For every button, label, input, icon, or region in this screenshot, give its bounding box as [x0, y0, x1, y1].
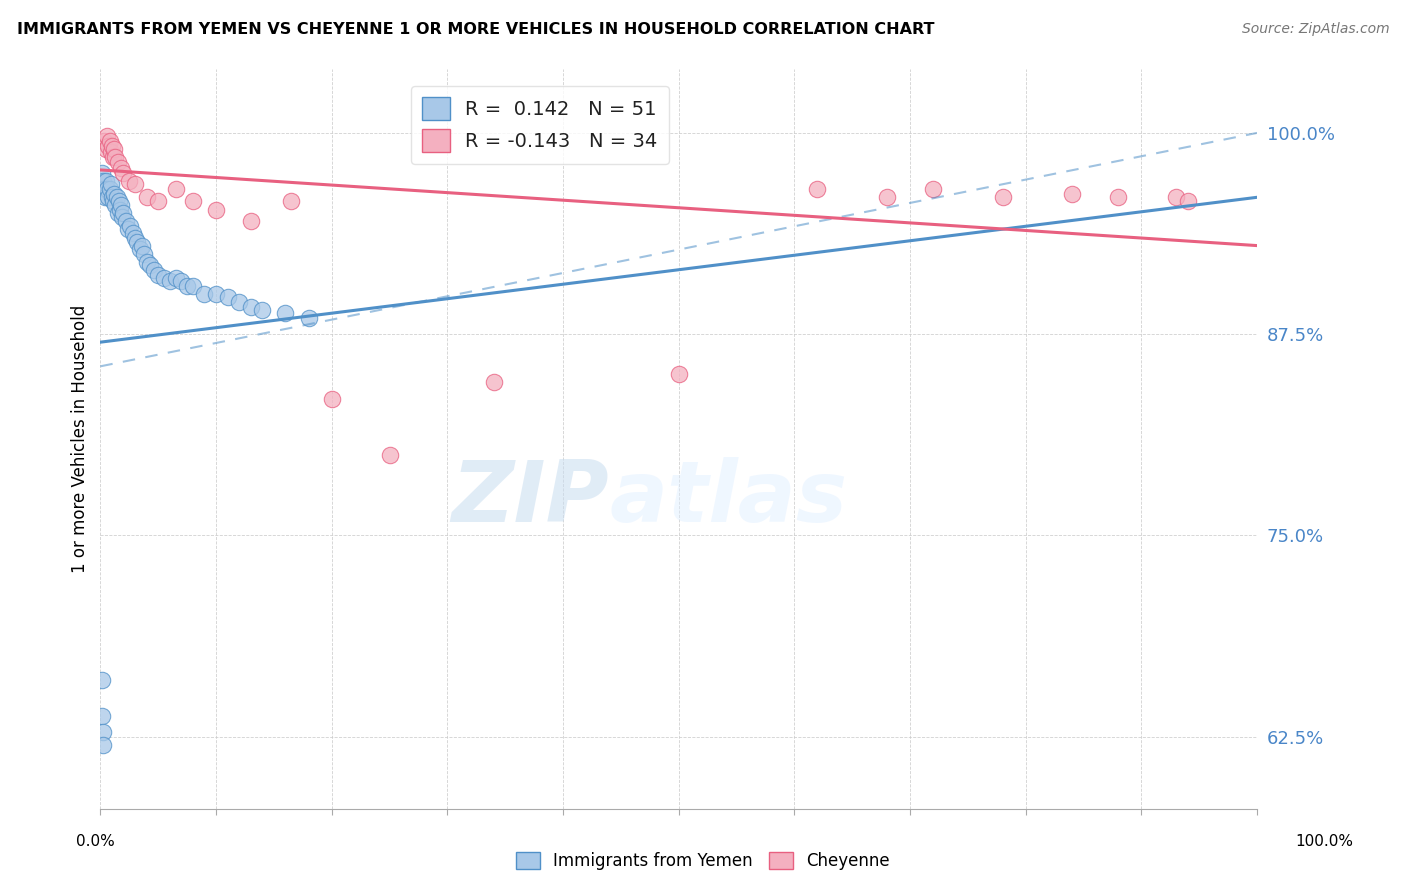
Point [105, 190, 128, 204]
Point [239, 214, 262, 228]
Point [124, 230, 146, 244]
Point [100, 145, 122, 160]
Point [1177, 194, 1199, 208]
Point [101, 138, 124, 153]
Point [228, 294, 250, 309]
Point [107, 206, 129, 220]
Point [103, 142, 125, 156]
Point [176, 278, 198, 293]
Point [482, 376, 505, 390]
Point [159, 274, 181, 288]
Point [112, 206, 135, 220]
Point [1060, 187, 1083, 202]
Point [876, 190, 898, 204]
Point [153, 270, 176, 285]
Point [668, 368, 690, 382]
Point [94, 142, 117, 156]
Point [217, 290, 239, 304]
Point [101, 194, 124, 208]
Point [94, 174, 117, 188]
Point [165, 270, 187, 285]
Text: 100.0%: 100.0% [1295, 834, 1354, 848]
Text: IMMIGRANTS FROM YEMEN VS CHEYENNE 1 OR MORE VEHICLES IN HOUSEHOLD CORRELATION CH: IMMIGRANTS FROM YEMEN VS CHEYENNE 1 OR M… [17, 22, 935, 37]
Point [274, 306, 297, 320]
Point [96, 182, 118, 196]
Point [922, 182, 945, 196]
Point [120, 219, 142, 234]
Point [205, 286, 228, 301]
Point [297, 311, 319, 326]
Point [239, 300, 262, 314]
Point [93, 182, 115, 196]
Point [193, 286, 215, 301]
Point [91, 174, 114, 188]
Point [93, 134, 115, 148]
Point [280, 194, 302, 208]
Point [378, 448, 401, 462]
Point [97, 138, 120, 153]
Point [101, 150, 124, 164]
Point [124, 178, 146, 192]
Point [90, 708, 112, 723]
Text: Source: ZipAtlas.com: Source: ZipAtlas.com [1241, 22, 1389, 37]
Point [103, 187, 125, 202]
Text: 0.0%: 0.0% [76, 834, 115, 848]
Point [114, 214, 136, 228]
Point [148, 268, 170, 282]
Legend: R =  0.142   N = 51, R = -0.143   N = 34: R = 0.142 N = 51, R = -0.143 N = 34 [411, 86, 669, 163]
Point [148, 194, 170, 208]
Point [252, 303, 274, 318]
Point [94, 190, 117, 204]
Legend: Immigrants from Yemen, Cheyenne: Immigrants from Yemen, Cheyenne [510, 845, 896, 877]
Text: atlas: atlas [609, 457, 848, 540]
Point [134, 246, 156, 260]
Point [96, 129, 118, 144]
Point [117, 222, 139, 236]
Point [101, 190, 124, 204]
Point [91, 738, 114, 752]
Y-axis label: 1 or more Vehicles in Household: 1 or more Vehicles in Household [72, 305, 89, 573]
Point [110, 198, 132, 212]
Point [806, 182, 828, 196]
Point [181, 194, 204, 208]
Point [112, 166, 135, 180]
Point [91, 724, 114, 739]
Point [139, 258, 162, 272]
Point [121, 226, 143, 240]
Point [90, 673, 112, 688]
Point [108, 194, 131, 208]
Point [111, 210, 134, 224]
Point [131, 238, 153, 252]
Point [90, 166, 112, 180]
Point [127, 235, 149, 250]
Point [991, 190, 1014, 204]
Point [97, 190, 120, 204]
Point [165, 182, 187, 196]
Point [107, 154, 129, 169]
Point [135, 254, 157, 268]
Point [1164, 190, 1187, 204]
Point [321, 392, 343, 406]
Point [1107, 190, 1129, 204]
Point [98, 134, 121, 148]
Point [98, 182, 121, 196]
Point [142, 262, 165, 277]
Point [205, 203, 228, 218]
Point [181, 278, 204, 293]
Point [128, 242, 150, 256]
Point [100, 178, 122, 192]
Text: ZIP: ZIP [451, 457, 609, 540]
Point [108, 203, 131, 218]
Point [110, 161, 132, 176]
Point [170, 274, 193, 288]
Point [135, 190, 157, 204]
Point [104, 150, 127, 164]
Point [118, 174, 141, 188]
Point [104, 198, 127, 212]
